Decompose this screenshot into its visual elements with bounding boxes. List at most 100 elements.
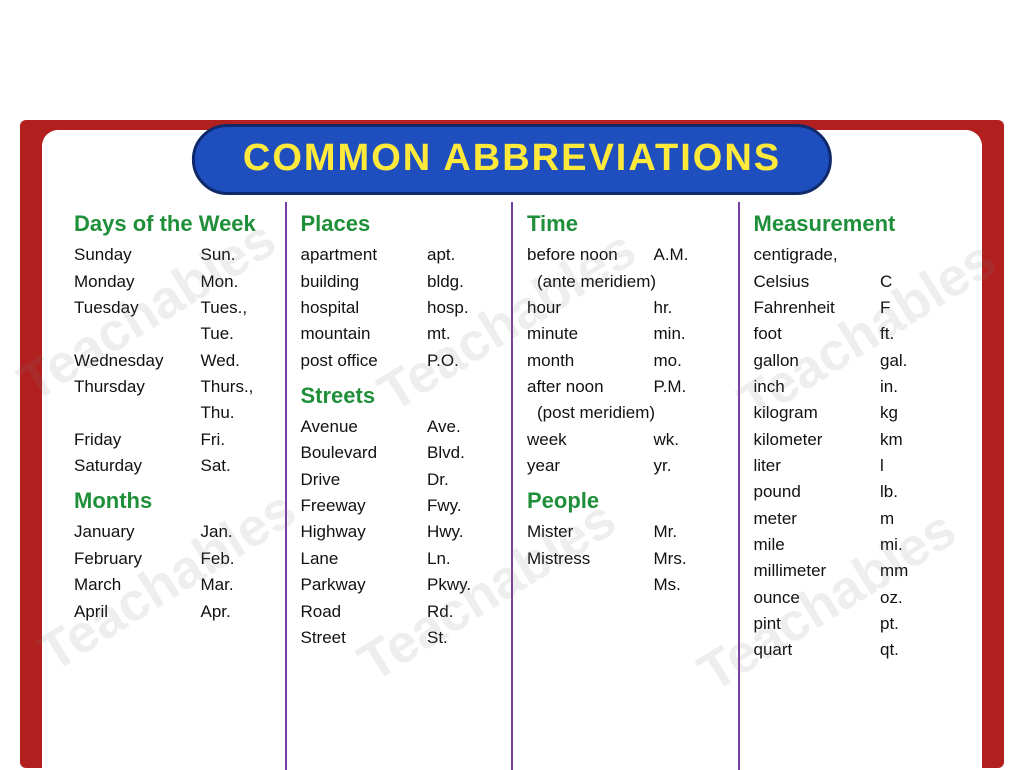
section-heading: Months xyxy=(74,489,271,513)
abbr: P.O. xyxy=(427,348,497,374)
column: Measurementcentigrade, CelsiusCFahrenhei… xyxy=(740,202,965,770)
term: Saturday xyxy=(74,453,201,479)
abbr-row: hospitalhosp. xyxy=(301,295,498,321)
abbr-row: kilogramkg xyxy=(754,400,951,426)
abbr: bldg. xyxy=(427,269,497,295)
term xyxy=(74,400,201,426)
term: foot xyxy=(754,321,881,347)
term: gallon xyxy=(754,348,881,374)
term: Tuesday xyxy=(74,295,201,321)
abbr: Tue. xyxy=(201,321,271,347)
term: year xyxy=(527,453,654,479)
term: pound xyxy=(754,479,881,505)
abbr-row: MondayMon. xyxy=(74,269,271,295)
term: Parkway xyxy=(301,572,428,598)
term: Highway xyxy=(301,519,428,545)
term: Drive xyxy=(301,467,428,493)
abbr-row: (post meridiem) xyxy=(527,400,724,426)
term: liter xyxy=(754,453,881,479)
term: centigrade, xyxy=(754,242,881,268)
abbr: mt. xyxy=(427,321,497,347)
abbr: Fwy. xyxy=(427,493,497,519)
term: Celsius xyxy=(754,269,881,295)
abbr-row: poundlb. xyxy=(754,479,951,505)
section-heading: People xyxy=(527,489,724,513)
poster-card: COMMON ABBREVIATIONS Days of the WeekSun… xyxy=(42,130,982,770)
abbr-row: pintpt. xyxy=(754,611,951,637)
abbr: m xyxy=(880,506,950,532)
abbr-row: yearyr. xyxy=(527,453,724,479)
section-heading: Days of the Week xyxy=(74,212,271,236)
term: (ante meridiem) xyxy=(537,269,660,295)
term: before noon xyxy=(527,242,654,268)
abbr: Jan. xyxy=(201,519,271,545)
abbr: gal. xyxy=(880,348,950,374)
abbr-row: AprilApr. xyxy=(74,599,271,625)
abbr: C xyxy=(880,269,950,295)
abbr-row: ounceoz. xyxy=(754,585,951,611)
term xyxy=(527,572,654,598)
term: inch xyxy=(754,374,881,400)
term: Avenue xyxy=(301,414,428,440)
abbr: ft. xyxy=(880,321,950,347)
abbr-row: footft. xyxy=(754,321,951,347)
term: building xyxy=(301,269,428,295)
abbr-row: SaturdaySat. xyxy=(74,453,271,479)
abbr: Sat. xyxy=(201,453,271,479)
abbr-row: kilometerkm xyxy=(754,427,951,453)
term: kilometer xyxy=(754,427,881,453)
term: apartment xyxy=(301,242,428,268)
abbr-row: RoadRd. xyxy=(301,599,498,625)
term: Sunday xyxy=(74,242,201,268)
abbr-row: SundaySun. xyxy=(74,242,271,268)
term: week xyxy=(527,427,654,453)
abbr: Thu. xyxy=(201,400,271,426)
abbr: Rd. xyxy=(427,599,497,625)
term: millimeter xyxy=(754,558,881,584)
term: Mistress xyxy=(527,546,654,572)
abbr: apt. xyxy=(427,242,497,268)
abbr-row: LaneLn. xyxy=(301,546,498,572)
abbr-row: MisterMr. xyxy=(527,519,724,545)
abbr: Sun. xyxy=(201,242,271,268)
abbr-row: centigrade, xyxy=(754,242,951,268)
abbr-row: BoulevardBlvd. xyxy=(301,440,498,466)
abbr: Apr. xyxy=(201,599,271,625)
term: April xyxy=(74,599,201,625)
abbr: Mrs. xyxy=(654,546,724,572)
term: (post meridiem) xyxy=(537,400,659,426)
abbr-row: gallongal. xyxy=(754,348,951,374)
abbr-row: Thu. xyxy=(74,400,271,426)
term: Mister xyxy=(527,519,654,545)
abbr-row: FridayFri. xyxy=(74,427,271,453)
abbr: Mon. xyxy=(201,269,271,295)
abbr-row: CelsiusC xyxy=(754,269,951,295)
abbr-row: apartmentapt. xyxy=(301,242,498,268)
abbr-row: MistressMrs. xyxy=(527,546,724,572)
section-heading: Streets xyxy=(301,384,498,408)
abbr: St. xyxy=(427,625,497,651)
abbr-row: meterm xyxy=(754,506,951,532)
term: after noon xyxy=(527,374,654,400)
term: hospital xyxy=(301,295,428,321)
column: Days of the Week SundaySun.MondayMon.Tues… xyxy=(60,202,287,770)
abbr: Mar. xyxy=(201,572,271,598)
abbr-row: inchin. xyxy=(754,374,951,400)
abbr-row: (ante meridiem) xyxy=(527,269,724,295)
abbr: P.M. xyxy=(654,374,724,400)
term: Street xyxy=(301,625,428,651)
term: January xyxy=(74,519,201,545)
abbr: Blvd. xyxy=(427,440,497,466)
column: Timebefore noonA.M. (ante meridiem)hourh… xyxy=(513,202,740,770)
abbr: A.M. xyxy=(654,242,724,268)
abbr-row: MarchMar. xyxy=(74,572,271,598)
term: Fahrenheit xyxy=(754,295,881,321)
abbr-row: mountainmt. xyxy=(301,321,498,347)
term: Friday xyxy=(74,427,201,453)
abbr-row: buildingbldg. xyxy=(301,269,498,295)
abbr-row: before noonA.M. xyxy=(527,242,724,268)
abbr: Feb. xyxy=(201,546,271,572)
abbr-row: ThursdayThurs., xyxy=(74,374,271,400)
abbr: mo. xyxy=(654,348,724,374)
abbr-row: monthmo. xyxy=(527,348,724,374)
